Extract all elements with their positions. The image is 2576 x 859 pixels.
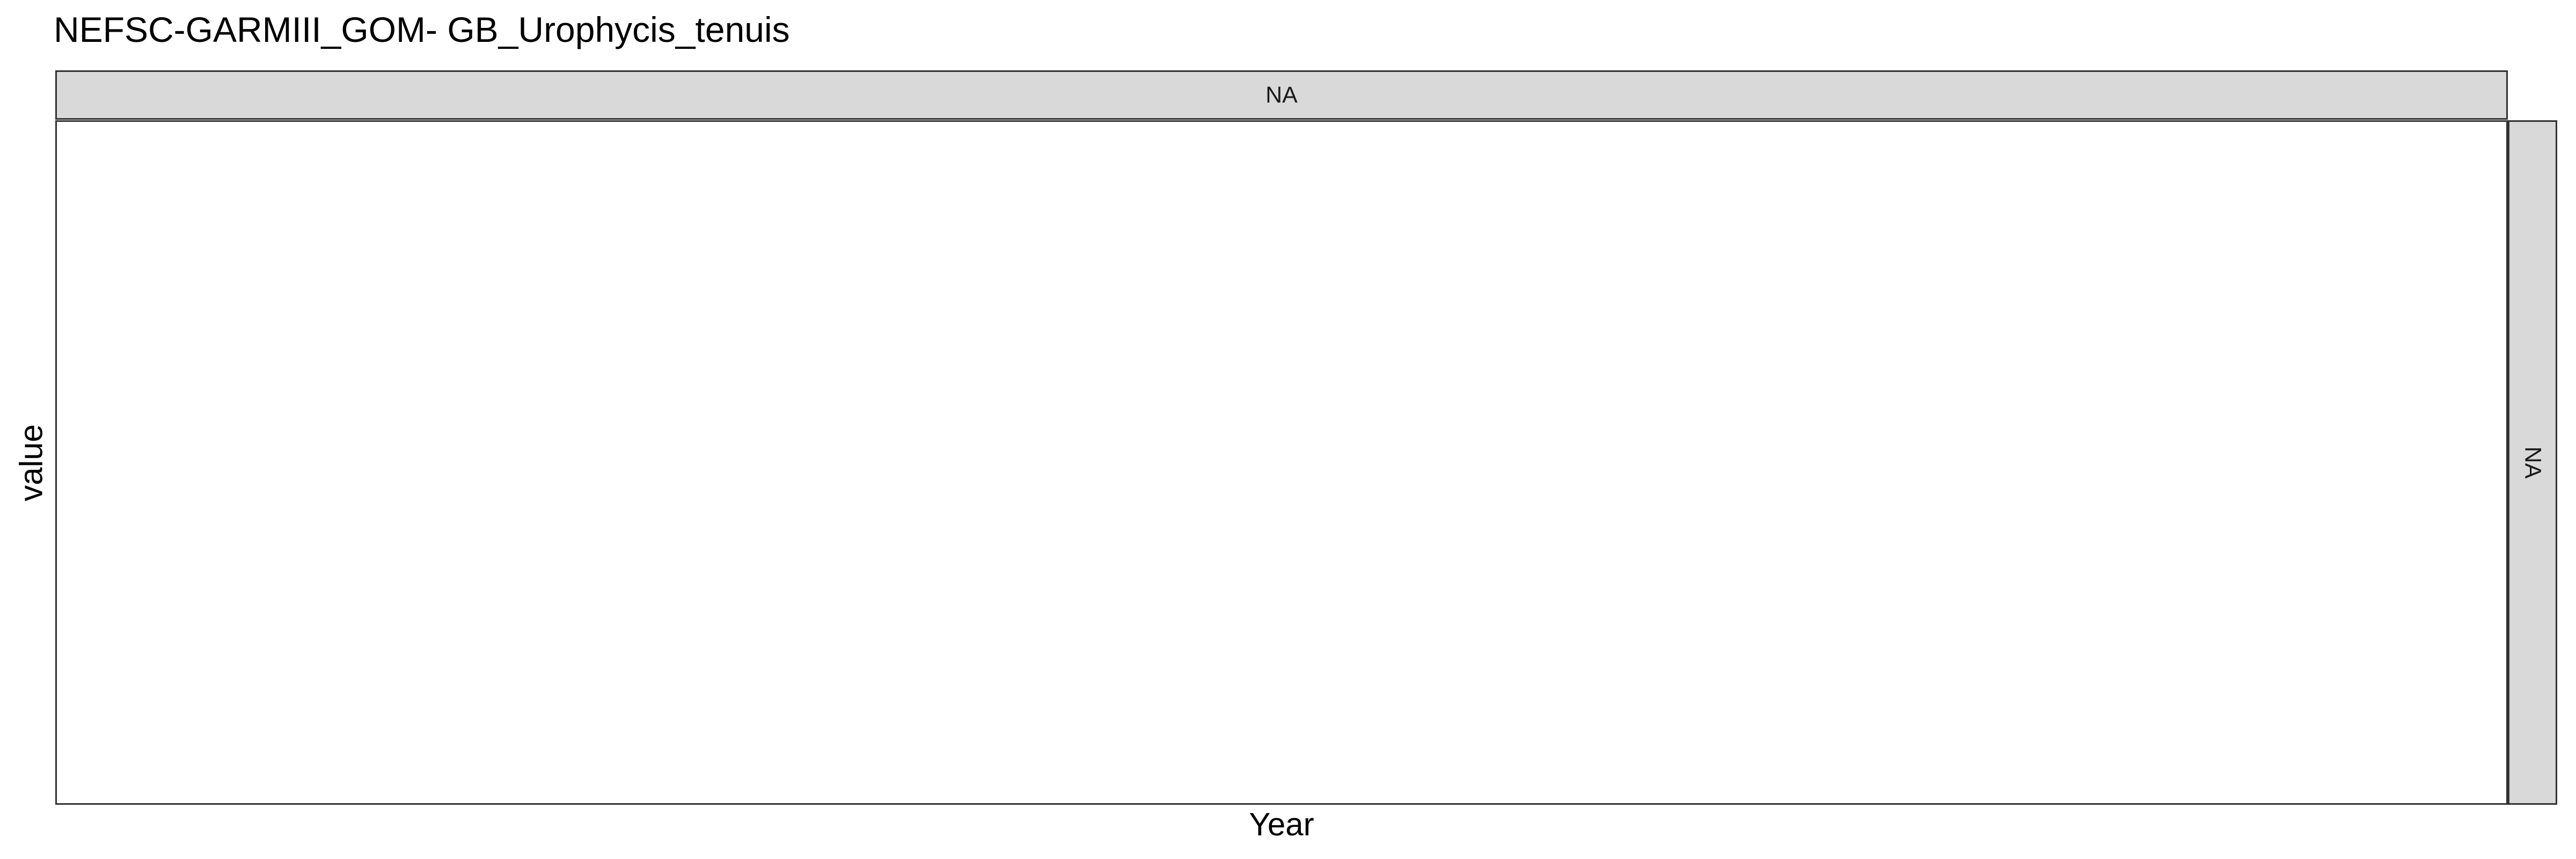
facet-strip-top: NA: [55, 70, 2508, 120]
chart-title: NEFSC-GARMIII_GOM- GB_Urophycis_tenuis: [54, 10, 790, 49]
facet-strip-top-label: NA: [1265, 82, 1298, 108]
plot-panel: [55, 120, 2508, 805]
y-axis-label: value: [13, 424, 49, 501]
facet-strip-right-label: NA: [2520, 446, 2546, 479]
facet-strip-right: NA: [2508, 120, 2557, 805]
x-axis-label: Year: [1249, 806, 1314, 842]
